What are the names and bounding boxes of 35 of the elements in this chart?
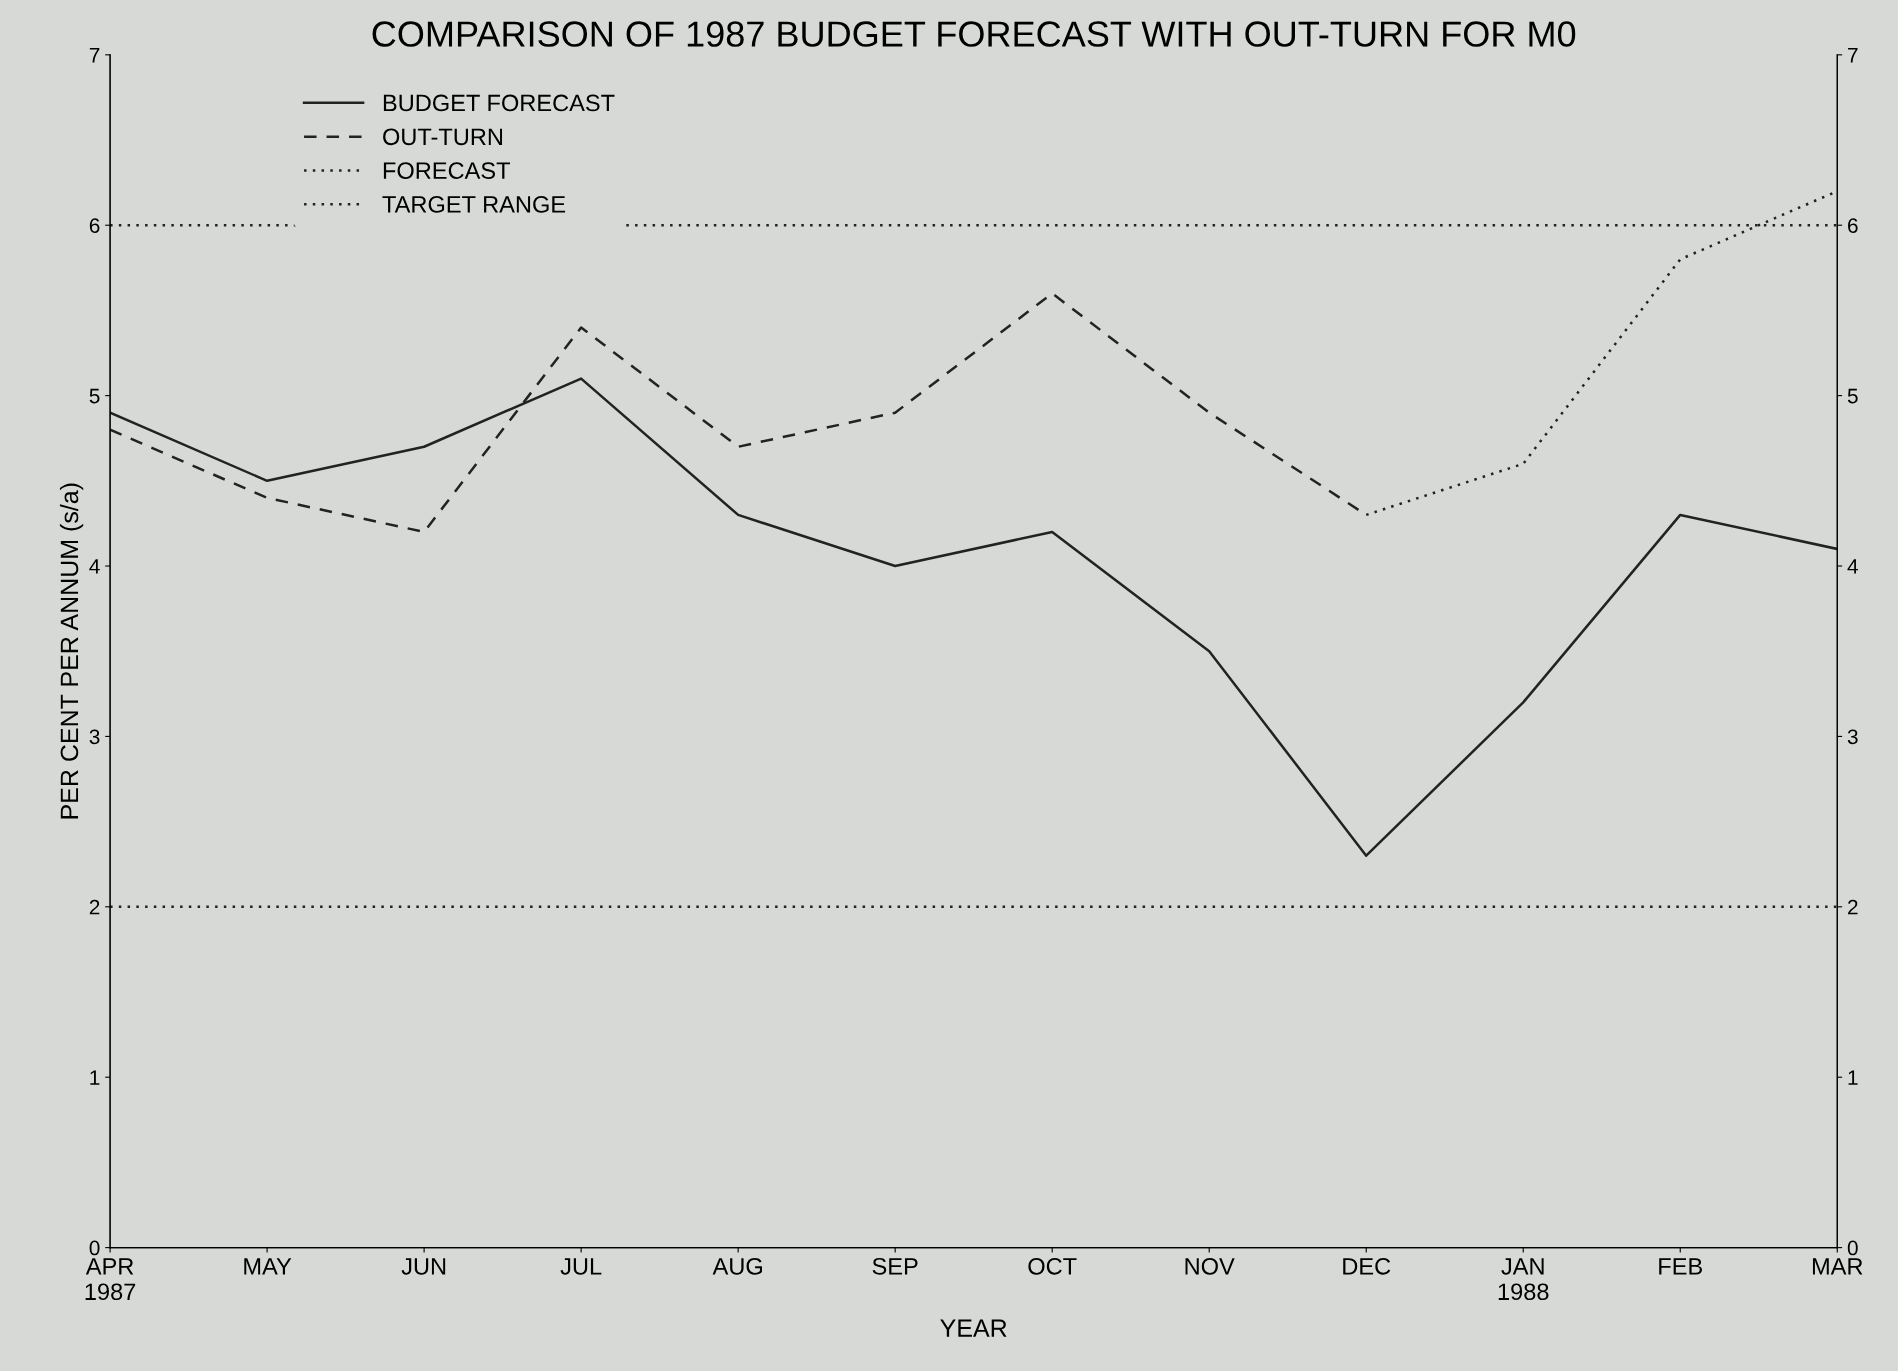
y-tick-label: 2 — [89, 899, 100, 915]
x-tick-label: OCT — [1028, 1257, 1077, 1275]
legend-label: OUT-TURN — [383, 128, 503, 146]
y-tick-label: 7 — [89, 48, 100, 63]
y2-tick-label: 1 — [1848, 1070, 1858, 1085]
y2-tick-label: 2 — [1848, 899, 1858, 915]
y-tick-label: 3 — [89, 729, 100, 745]
y2-tick-label: 3 — [1847, 729, 1858, 745]
x-tick-label: MAY — [244, 1258, 292, 1275]
x-axis-title: YEAR — [940, 1319, 1007, 1337]
x-tick-label: JAN 1988 — [1498, 1258, 1549, 1301]
x-tick-label: JUN — [401, 1258, 446, 1275]
y2-tick-label: 5 — [1847, 388, 1858, 404]
y-axis-title: PER CENT PER ANNUM (s/a) — [59, 483, 84, 819]
y-tick-label: 5 — [89, 388, 100, 404]
x-tick-label: DEC — [1343, 1257, 1391, 1275]
y2-tick-label: 4 — [1847, 559, 1858, 574]
y-tick-label: 6 — [89, 218, 100, 233]
legend-label: FORECAST — [383, 162, 510, 179]
y-tick-label: 4 — [89, 559, 100, 574]
x-tick-label: SEP — [872, 1257, 918, 1275]
x-tick-label: MAR — [1812, 1258, 1863, 1275]
x-tick-label: NOV — [1185, 1257, 1235, 1275]
y-tick-label: 0 — [89, 1240, 100, 1256]
legend-label: BUDGET FORECAST — [383, 94, 615, 112]
x-tick-label: AUG — [712, 1257, 762, 1275]
y2-tick-label: 7 — [1848, 48, 1858, 63]
x-tick-label: FEB — [1659, 1258, 1702, 1275]
y-tick-label: 1 — [90, 1070, 100, 1085]
x-tick-label: JUL — [560, 1258, 602, 1275]
y2-tick-label: 0 — [1847, 1240, 1858, 1256]
chart-title: COMPARISON OF 1987 BUDGET FORECAST WITH OUT-TURN FOR M0 — [372, 21, 1576, 47]
y2-tick-label: 6 — [1848, 218, 1858, 233]
legend-label: TARGET RANGE — [382, 196, 566, 213]
x-tick-label: APR 1987 — [85, 1258, 136, 1301]
